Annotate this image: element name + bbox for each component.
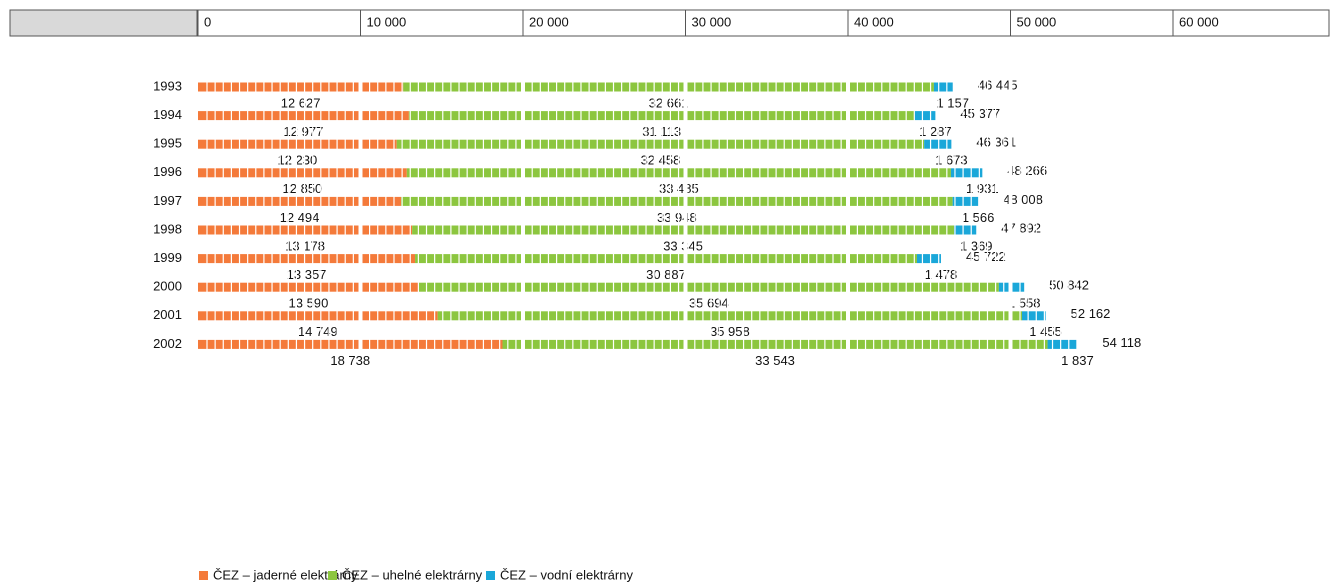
value-label: 13 590 — [289, 296, 329, 311]
legend-swatch — [486, 571, 495, 580]
bar-segment — [415, 254, 917, 264]
value-label: 33 948 — [657, 210, 697, 225]
value-label: 35 958 — [710, 324, 750, 339]
bar-segment — [396, 139, 925, 149]
bar-segment — [916, 254, 941, 264]
bar-segment — [914, 111, 936, 121]
value-label: 33 543 — [755, 353, 795, 368]
total-label: 46 361 — [976, 135, 1016, 150]
value-label: 12 230 — [277, 153, 317, 168]
x-tick-label: 60 000 — [1179, 14, 1219, 29]
value-label: 1 478 — [925, 267, 958, 282]
bar-segment — [950, 168, 983, 178]
y-tick-label: 2001 — [153, 307, 182, 322]
total-label: 52 162 — [1071, 306, 1111, 321]
value-label: 1 931 — [966, 181, 999, 196]
bar-segment — [933, 82, 953, 92]
value-label: 1 455 — [1029, 324, 1062, 339]
bar-segment — [1021, 311, 1046, 321]
legend-swatch — [199, 571, 208, 580]
value-label: 33 345 — [663, 238, 703, 253]
y-tick-label: 1998 — [153, 221, 182, 236]
bar-segment — [403, 82, 934, 92]
bar-segment — [198, 111, 409, 121]
x-tick-label: 40 000 — [854, 14, 894, 29]
y-tick-label: 1993 — [153, 78, 182, 93]
bar-segment — [198, 139, 397, 149]
value-label: 1 673 — [935, 153, 968, 168]
total-label: 47 892 — [1001, 220, 1041, 235]
bar-segment — [952, 196, 979, 206]
value-label: 1 558 — [1008, 296, 1041, 311]
y-tick-label: 1996 — [153, 164, 182, 179]
bar-segment — [401, 196, 953, 206]
x-tick-label: 0 — [204, 14, 211, 29]
bar-segment — [198, 82, 404, 92]
value-label: 12 627 — [281, 95, 321, 110]
value-label: 12 977 — [284, 124, 324, 139]
bar-segment — [1047, 339, 1078, 349]
total-label: 45 722 — [966, 249, 1006, 264]
bar-segment — [418, 282, 999, 292]
bar-segment — [198, 282, 419, 292]
x-tick-label: 50 000 — [1017, 14, 1057, 29]
bar-segment — [198, 339, 503, 349]
total-label: 48 266 — [1007, 163, 1047, 178]
total-label: 45 377 — [960, 106, 1000, 121]
bar-segment — [502, 339, 1048, 349]
bar-segment — [198, 311, 438, 321]
legend-label: ČEZ – vodní elektrárny — [500, 567, 633, 582]
value-label: 1 837 — [1061, 353, 1094, 368]
value-label: 1 369 — [960, 238, 993, 253]
value-label: 1 287 — [919, 124, 952, 139]
x-tick-label: 10 000 — [367, 14, 407, 29]
y-tick-label: 1997 — [153, 193, 182, 208]
bar-segment — [198, 168, 407, 178]
value-label: 30 887 — [646, 267, 686, 282]
value-label: 14 749 — [298, 324, 338, 339]
value-label: 1 566 — [962, 210, 995, 225]
x-tick-label: 20 000 — [529, 14, 569, 29]
y-tick-label: 1999 — [153, 250, 182, 265]
bar-segment — [924, 139, 952, 149]
bar-segment — [437, 311, 1022, 321]
y-tick-label: 1994 — [153, 107, 182, 122]
value-label: 1 157 — [936, 95, 969, 110]
legend-swatch — [328, 571, 337, 580]
bar-segment — [953, 225, 977, 235]
legend-label: ČEZ – uhelné elektrárny — [342, 567, 483, 582]
value-label: 12 494 — [280, 210, 320, 225]
total-label: 48 008 — [1003, 192, 1043, 207]
bar-segment — [412, 225, 954, 235]
axis-header-corner — [9, 9, 198, 37]
bar-segment — [198, 196, 402, 206]
axis-header — [196, 9, 1330, 37]
legend-label: ČEZ – jaderné elektrárny — [213, 567, 358, 582]
value-label: 18 738 — [330, 353, 370, 368]
x-tick-label: 30 000 — [692, 14, 732, 29]
bar-segment — [198, 254, 416, 264]
total-label: 54 118 — [1102, 335, 1141, 350]
bar-segment — [408, 111, 915, 121]
value-label: 31 113 — [642, 124, 681, 139]
y-tick-label: 1995 — [153, 136, 182, 151]
y-tick-label: 2002 — [153, 336, 182, 351]
y-tick-label: 2000 — [153, 279, 182, 294]
